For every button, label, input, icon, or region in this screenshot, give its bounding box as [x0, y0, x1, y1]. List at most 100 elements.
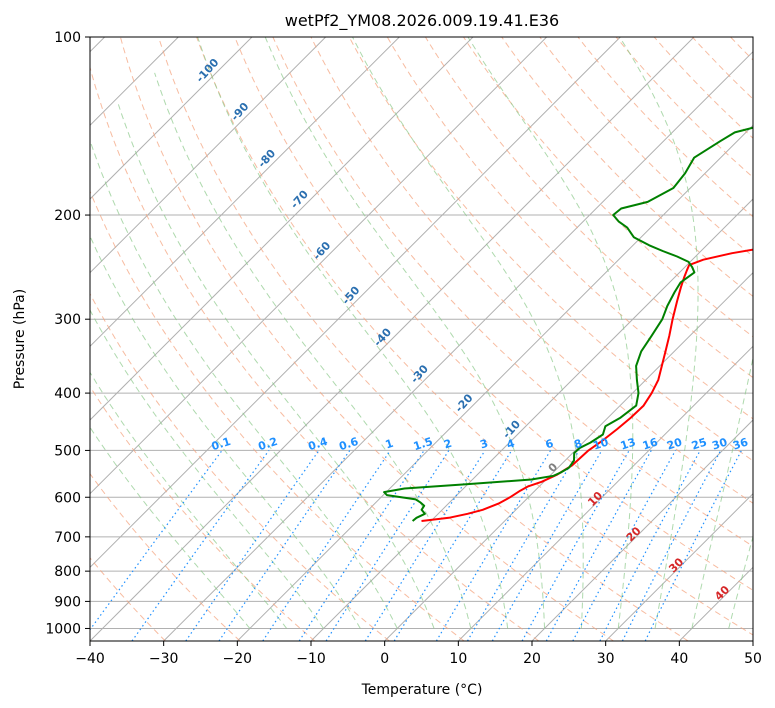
isotherm-gridline — [752, 640, 753, 641]
dry-adiabat-label: -10 — [500, 417, 523, 441]
moist-adiabat — [264, 37, 545, 629]
mixing-ratio-label: 0.6 — [337, 435, 360, 453]
x-axis-label: Temperature (°C) — [361, 682, 483, 698]
x-tick-label: −40 — [75, 651, 105, 667]
mixing-ratio-line — [466, 450, 580, 641]
dry-adiabat — [310, 37, 753, 504]
dry-adiabat — [769, 37, 775, 641]
dry-adiabat-label: -40 — [371, 325, 394, 349]
chart-title: wetPf2_YM08.2026.009.19.41.E36 — [285, 11, 559, 31]
mixing-ratio-line — [131, 450, 270, 641]
isotherm-gridline — [531, 419, 753, 641]
dry-adiabat-label: -20 — [453, 391, 476, 415]
dry-adiabat — [348, 37, 753, 462]
dry-adiabat — [272, 37, 753, 547]
mixing-ratio-label: 1 — [384, 437, 395, 452]
isotherm-gridline — [90, 37, 474, 421]
y-tick-label: 400 — [54, 386, 81, 402]
dry-adiabat — [158, 37, 689, 641]
mixing-ratio-line — [90, 450, 223, 631]
mixing-ratio-label: 16 — [641, 435, 660, 452]
mixing-ratio-label: 8 — [572, 437, 583, 452]
mixing-ratio-label: 36 — [731, 435, 750, 452]
moist-adiabat — [197, 37, 509, 629]
x-tick-label: 0 — [380, 651, 389, 667]
isotherm-gridline — [90, 37, 253, 200]
mixing-ratio-label: 13 — [619, 436, 638, 453]
mixing-ratio-line — [545, 450, 652, 641]
mixing-ratio-line — [185, 450, 320, 641]
dry-adiabat — [539, 37, 753, 258]
x-tick-label: 50 — [744, 651, 762, 667]
mixing-ratio-label: 0.1 — [210, 435, 233, 453]
dry-adiabat — [196, 37, 753, 636]
moist-adiabat — [352, 37, 584, 629]
dry-adiabat — [90, 385, 316, 641]
isotherm-gridline — [90, 37, 548, 495]
mixing-ratio-line — [435, 450, 552, 641]
dry-adiabat — [90, 65, 540, 641]
isotherm-gridline — [90, 37, 695, 641]
y-tick-label: 100 — [54, 30, 81, 46]
dry-adiabat — [90, 292, 390, 641]
moist-adiabat-label: 20 — [624, 524, 644, 544]
moist-adiabat — [117, 104, 435, 629]
mixing-ratio-label: 0.4 — [307, 435, 330, 453]
isotherm-gridline — [678, 566, 753, 641]
moist-adiabat — [90, 138, 398, 629]
temperature-profile-line — [421, 248, 753, 522]
dry-adiabat — [90, 472, 241, 641]
dry-adiabat-label: -50 — [339, 283, 362, 307]
mixing-ratio-line — [599, 450, 701, 641]
mixing-ratio-label: 1.5 — [412, 435, 435, 453]
moist-adiabat — [90, 309, 324, 629]
dry-adiabat — [386, 37, 753, 420]
mixing-ratio-label: 3 — [478, 437, 489, 452]
x-tick-label: 40 — [670, 651, 688, 667]
mixing-ratio-line — [521, 450, 630, 641]
dry-adiabat — [90, 190, 465, 641]
mixing-ratio-label: 25 — [690, 436, 709, 453]
dry-adiabat-label: -80 — [255, 147, 278, 171]
isotherm-gridline — [384, 271, 753, 641]
y-tick-label: 500 — [54, 443, 81, 459]
y-tick-label: 1000 — [45, 621, 81, 637]
moist-adiabat — [90, 371, 288, 629]
x-tick-label: 10 — [449, 651, 467, 667]
isotherm-gridline — [90, 37, 621, 569]
x-tick-label: −20 — [223, 651, 253, 667]
dry-adiabat-label: -30 — [408, 362, 431, 386]
mixing-ratio-line — [364, 450, 486, 641]
mixing-ratio-label: 0.2 — [257, 435, 280, 453]
moist-adiabat-label: 30 — [666, 555, 686, 575]
isotherm-gridline — [310, 198, 753, 641]
plot-frame — [89, 36, 754, 642]
mixing-ratio-label: 30 — [710, 435, 729, 452]
y-tick-label: 200 — [54, 208, 81, 224]
moist-adiabat — [467, 37, 634, 629]
isotherm-gridline — [90, 37, 327, 274]
dry-adiabat-label: -60 — [310, 239, 333, 263]
dry-adiabat — [615, 37, 753, 178]
moist-adiabat — [619, 37, 699, 629]
moist-adiabat — [691, 355, 753, 629]
moist-adiabat — [90, 234, 361, 629]
dewpoint-profile-line — [383, 126, 753, 522]
mixing-ratio-label: 10 — [591, 435, 610, 452]
moist-adiabat-label: 40 — [712, 583, 732, 603]
x-tick-label: −30 — [149, 651, 179, 667]
mixing-ratio-label: 2 — [442, 437, 453, 452]
y-tick-label: 600 — [54, 490, 81, 506]
isotherm-gridline — [163, 50, 753, 641]
x-tick-label: 20 — [523, 651, 541, 667]
x-tick-label: −10 — [296, 651, 326, 667]
mixing-ratio-line — [491, 450, 603, 641]
mixing-ratio-label: 6 — [544, 437, 556, 452]
mixing-ratio-line — [572, 450, 677, 641]
dry-adiabat — [424, 37, 753, 379]
mixing-ratio-line — [393, 450, 513, 641]
isotherm-gridline — [90, 37, 400, 348]
y-axis-label: Pressure (hPa) — [12, 289, 28, 389]
dry-adiabat — [463, 37, 753, 338]
